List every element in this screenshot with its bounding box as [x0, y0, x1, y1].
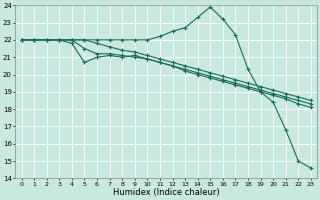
X-axis label: Humidex (Indice chaleur): Humidex (Indice chaleur) — [113, 188, 220, 197]
